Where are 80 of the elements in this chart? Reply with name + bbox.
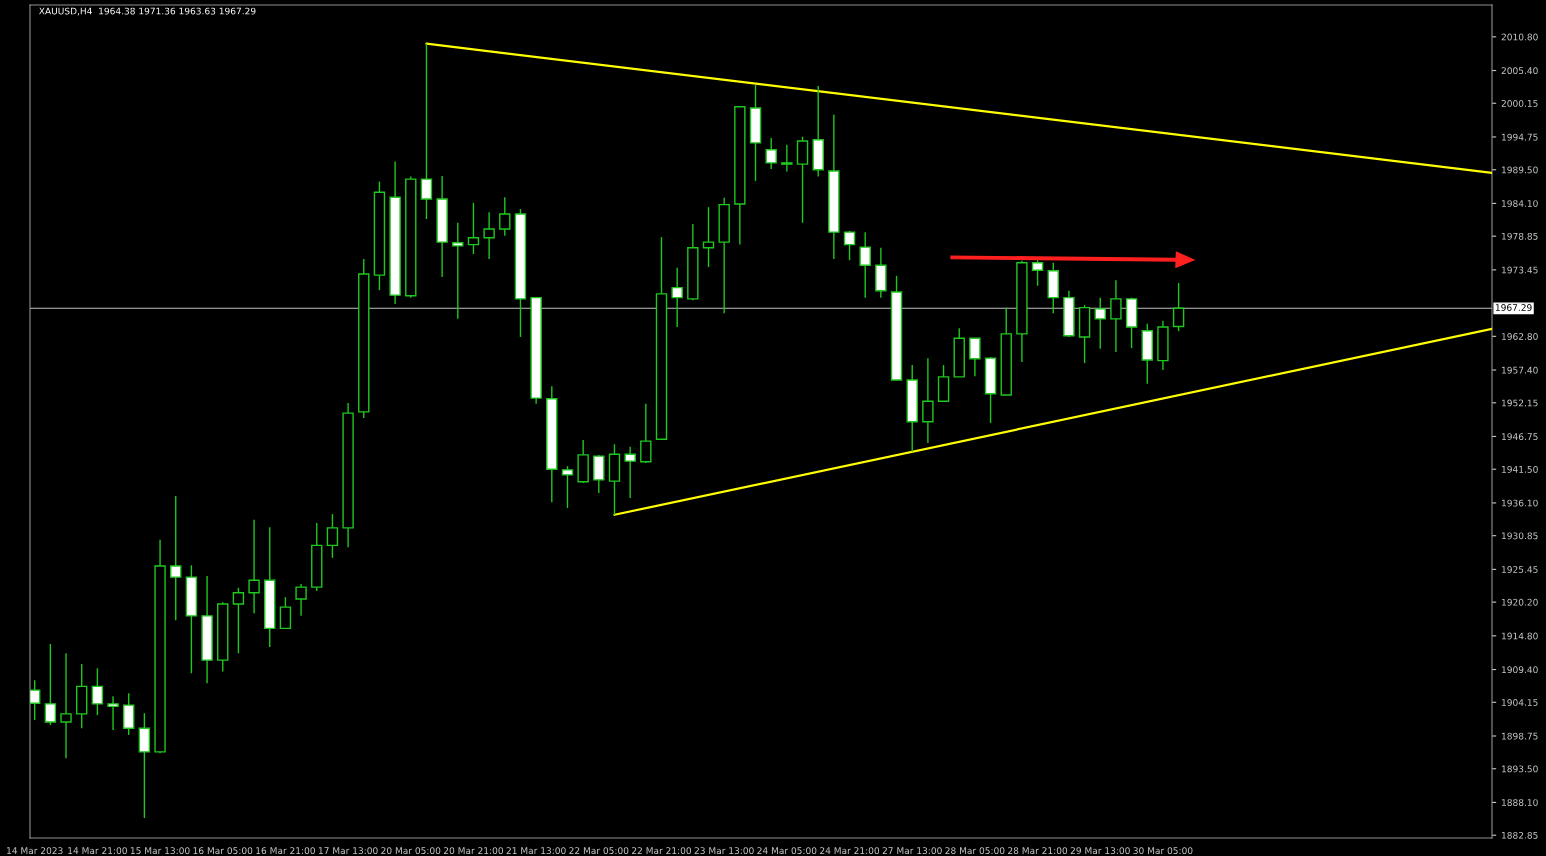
x-tick-label: 23 Mar 13:00 [694,847,754,855]
candlestick [499,196,511,237]
candlestick [561,465,574,509]
ref-line-label: 1967.29 [1495,304,1532,311]
x-tick-label: 22 Mar 05:00 [569,847,629,855]
candlestick [483,211,495,260]
candlestick [295,583,307,617]
y-tick-label: 1893.50 [1502,765,1538,773]
y-tick-label: 1957.40 [1502,366,1538,374]
candlestick [452,222,464,320]
y-tick-label: 1936.10 [1502,499,1538,507]
x-tick-label: 24 Mar 05:00 [757,847,817,855]
candlestick [922,357,934,444]
candlestick [1094,296,1106,350]
y-tick-label: 1984.10 [1502,200,1538,207]
x-tick-label: 22 Mar 21:00 [632,847,692,855]
x-tick-label: 16 Mar 21:00 [256,847,315,855]
candlestick [593,454,605,494]
candlestick [420,42,433,220]
x-tick-label: 17 Mar 13:00 [318,847,378,855]
x-tick-label: 29 Mar 13:00 [1070,847,1130,855]
x-tick-label: 14 Mar 21:00 [68,847,127,855]
y-tick-label: 2005.40 [1501,67,1538,75]
x-tick-label: 16 Mar 05:00 [193,847,253,855]
candlestick [248,519,260,615]
candlestick [781,144,793,173]
candlestick [232,587,245,654]
candlestick [1172,282,1185,332]
candlestick [796,135,809,224]
y-tick-label: 1898.75 [1502,732,1538,740]
candlestick [30,679,41,721]
y-tick-label: 1925.45 [1502,566,1538,573]
candlestick [170,495,182,621]
x-tick-label: 20 Mar 21:00 [443,847,503,855]
candlestick [843,230,856,261]
candlestick [624,446,636,499]
x-tick-label: 20 Mar 05:00 [381,847,441,855]
y-tick-label: 1914.80 [1502,632,1538,640]
candlestick [91,667,104,716]
candlestick [60,652,72,759]
y-tick-label: 1920.20 [1502,598,1538,606]
candlestick [44,643,57,726]
x-tick-label: 28 Mar 05:00 [945,847,1005,855]
y-tick-label: 1941.50 [1502,465,1538,473]
y-tick-label: 1952.15 [1502,399,1538,407]
y-tick-label: 1904.15 [1502,699,1538,706]
candlestick [138,712,151,819]
x-tick-label: 21 Mar 13:00 [506,847,566,855]
candlestick [969,337,981,377]
y-tick-label: 1989.50 [1502,166,1538,174]
candlestick [702,206,715,268]
candlestick [326,513,339,559]
candlestick [123,692,135,736]
y-tick-label: 1973.45 [1502,266,1538,274]
y-tick-label: 1962.80 [1502,333,1538,340]
x-tick-label: 27 Mar 13:00 [882,847,942,855]
y-tick-label: 1930.85 [1502,532,1538,540]
y-tick-label: 1888.10 [1502,799,1538,806]
x-tick-label: 15 Mar 13:00 [130,847,190,855]
candlestick [765,137,777,170]
y-tick-label: 1909.40 [1502,666,1538,674]
candlestick [279,596,292,630]
candlestick [859,231,871,299]
x-tick-label: 24 Mar 21:00 [820,847,880,855]
y-tick-label: 2000.15 [1501,100,1538,107]
x-tick-label: 28 Mar 21:00 [1008,847,1068,855]
y-tick-label: 1946.75 [1502,433,1538,441]
candlestick [1110,279,1122,353]
candlestick [1031,259,1044,287]
y-tick-label: 2010.80 [1501,33,1538,41]
y-tick-label: 1882.85 [1502,831,1538,839]
candlestick [640,403,652,464]
x-tick-label: 14 Mar 2023 [7,847,63,855]
chart-title: XAUUSD,H4 1964.38 1971.36 1963.63 1967.29 [39,7,256,16]
y-tick-label: 1978.85 [1502,232,1538,240]
candlestick [671,266,683,328]
y-tick-label: 1994.75 [1502,133,1538,141]
candlestick [467,202,480,255]
x-tick-label: 30 Mar 05:00 [1133,847,1193,855]
candlestick [107,695,119,731]
